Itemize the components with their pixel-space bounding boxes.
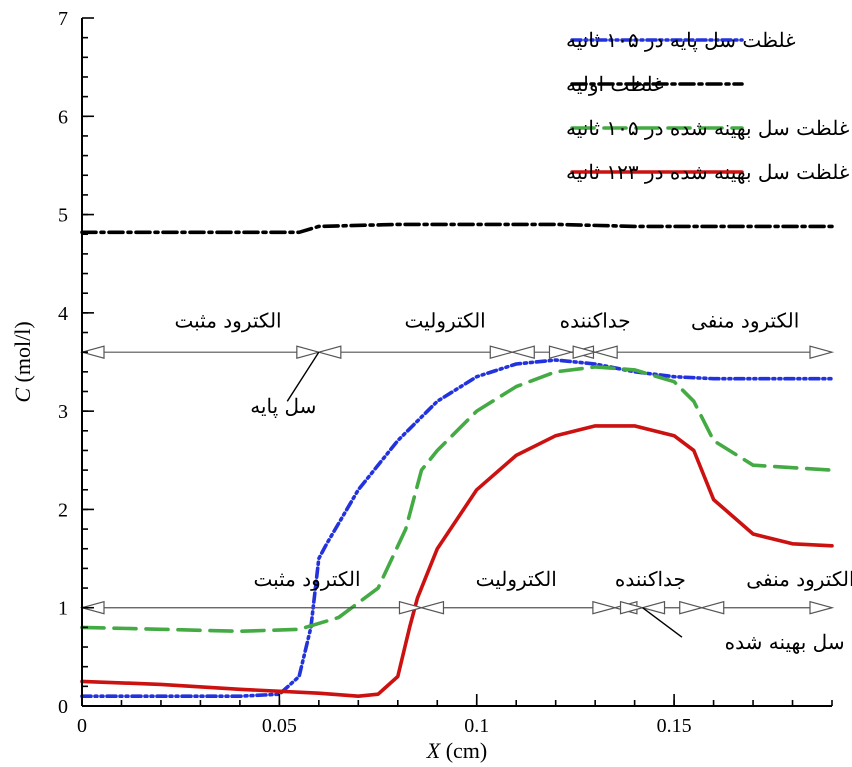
x-tick-label-0: 0 <box>77 715 87 737</box>
base-region-label-3: جداکننده <box>560 309 631 333</box>
x-tick-label-1: 0.05 <box>262 715 297 737</box>
series-line-4 <box>80 424 834 699</box>
axis-layer: 0 1 2 3 4 5 6 7 0 0.05 0.1 0.15 X (cm) C (mol/l) <box>10 8 833 763</box>
y-tick-label-5: 5 <box>58 205 68 227</box>
y-tick-label-2: 2 <box>58 499 68 521</box>
optimized-region-arrow-left-5 <box>699 600 725 615</box>
y-tick-label-0: 0 <box>58 696 68 718</box>
optimized-region-arrow-left-4 <box>640 600 666 615</box>
legend: غلظت سل پایه در ۱۰۵ ثانیه غلظت اولیه غلظت … <box>566 28 849 184</box>
optimized-region-arrow-left-2 <box>419 600 445 615</box>
series-line-2 <box>80 222 834 235</box>
optimized-region-label-3: جداکننده <box>615 567 686 591</box>
optimized-region-label-1: الکترود مثبت <box>253 567 360 591</box>
region-layer: الکترود مثبت الکترولیت جداکننده الکترود منف… <box>79 309 852 615</box>
series-layer <box>80 222 834 699</box>
base-region-label-1: الکترود مثبت <box>174 309 281 333</box>
annotation-label-2: سل بهینه شده <box>725 630 845 654</box>
annotation-label-1: سل پایه <box>250 394 316 418</box>
base-region-arrow-left-1 <box>79 345 105 359</box>
y-axis-title: C (mol/l) <box>10 321 35 402</box>
y-tick-label-3: 3 <box>58 401 68 423</box>
annotation-leader-2 <box>642 607 683 638</box>
legend-label-1: غلظت سل پایه در ۱۰۵ ثانیه <box>566 28 796 52</box>
annotation-leader-1 <box>286 351 320 402</box>
optimized-region-arrow-right-4 <box>679 600 705 615</box>
legend-label-3: غلظت سل بهینه شده در ۱۰۵ ثانیه <box>566 116 849 140</box>
series-line-1 <box>80 358 834 699</box>
x-tick-label-3: 0.15 <box>657 715 692 737</box>
base-region-arrow-left-2 <box>316 345 342 359</box>
optimized-region-arrow-right-3 <box>619 600 645 615</box>
optimized-region-arrow-right-5 <box>809 600 835 615</box>
x-axis-title: X (cm) <box>426 738 487 763</box>
y-tick-label-1: 1 <box>58 598 68 620</box>
x-tick-label-2: 0.1 <box>464 715 489 737</box>
base-region-arrow-right-2 <box>489 345 515 359</box>
base-region-arrow-left-5 <box>592 345 618 359</box>
y-tick-label-6: 6 <box>58 106 68 128</box>
base-region-arrow-right-4 <box>572 345 598 359</box>
series-line-3 <box>80 365 834 634</box>
y-tick-label-7: 7 <box>58 8 68 30</box>
annotation-layer: سل پایه سل بهینه شده <box>250 351 845 654</box>
base-region-arrow-right-5 <box>809 345 835 359</box>
legend-label-2: غلظت اولیه <box>566 72 664 96</box>
optimized-region-label-2: الکترولیت <box>476 567 557 591</box>
base-region-arrow-right-3 <box>548 345 574 359</box>
y-tick-label-4: 4 <box>58 303 68 325</box>
base-region-arrow-left-3 <box>509 345 535 359</box>
base-region-label-2: الکترولیت <box>405 309 486 333</box>
base-region-arrow-right-1 <box>296 345 322 359</box>
optimized-region-arrow-right-2 <box>592 600 618 615</box>
optimized-region-label-4: الکترود منفی <box>746 567 852 591</box>
base-region-label-4: الکترود منفی <box>691 309 799 333</box>
optimized-region-arrow-right-1 <box>398 600 424 615</box>
legend-label-4: غلظت سل بهینه شده در ۱۲۳ ثانیه <box>566 160 849 184</box>
